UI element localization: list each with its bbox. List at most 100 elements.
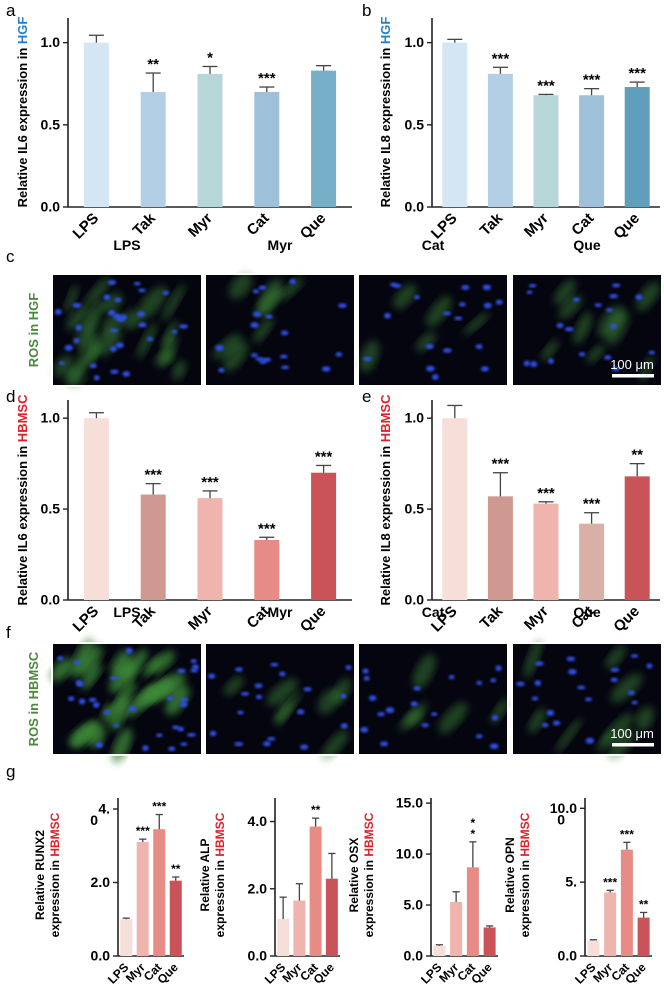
cell-nucleus (180, 697, 188, 703)
cell-nucleus (289, 278, 296, 285)
y-axis-label-prefix: expression in (48, 857, 62, 938)
bar-que (624, 476, 650, 600)
cell-nucleus (125, 647, 133, 654)
cell-nucleus (108, 309, 116, 316)
cell-cytoplasm (81, 663, 102, 690)
cell-cytoplasm (224, 676, 244, 696)
cell-nucleus (258, 285, 267, 290)
significance-label: *** (258, 520, 276, 537)
bar-lps (442, 42, 468, 207)
cell-nucleus (483, 302, 492, 309)
bar-tak (140, 494, 166, 600)
category-label: Que (622, 960, 649, 984)
cell-nucleus (609, 293, 618, 299)
cell-nucleus (480, 366, 489, 372)
cell-cytoplasm (605, 645, 626, 669)
cell-nucleus (142, 745, 149, 752)
cell-nucleus (93, 375, 100, 381)
micrograph-column-label: Myr (268, 604, 293, 620)
bar-lps (120, 919, 133, 956)
category-label: Que (468, 960, 495, 984)
cell-nucleus (552, 720, 561, 726)
y-axis-label-line2: expression in HBMSC (48, 812, 62, 937)
category-label: Tak (130, 209, 160, 239)
cell-nucleus (110, 369, 119, 374)
category-label: LPS (70, 210, 103, 243)
cell-nucleus (254, 683, 263, 689)
significance-label: *** (136, 824, 150, 838)
y-tick-label: 5. (565, 874, 577, 890)
micrograph-panel-cat (357, 273, 509, 387)
cell-nucleus (454, 316, 463, 321)
category-label: Cat (244, 210, 273, 239)
y-axis-label-cell-type: HGF (378, 17, 393, 45)
cell-nucleus (146, 336, 154, 342)
significance-label: *** (583, 496, 601, 513)
cell-nucleus (535, 661, 544, 666)
category-label: Myr (185, 210, 216, 241)
cell-cytoplasm (359, 340, 380, 373)
y-tick-label: 0.0 (405, 199, 425, 215)
cell-nucleus (110, 676, 119, 681)
cell-nucleus (191, 664, 199, 670)
micrograph-column-label: Que (573, 604, 600, 620)
panel-letter-b: b (362, 1, 371, 20)
cell-nucleus (73, 338, 80, 344)
significance-label: ** (147, 56, 159, 73)
cell-cytoplasm (412, 653, 436, 690)
cell-nucleus (421, 723, 429, 728)
bar-que (637, 917, 650, 956)
cell-cytoplasm (540, 340, 559, 361)
cell-cytoplasm (165, 684, 190, 716)
cell-nucleus (74, 660, 81, 666)
cell-cytoplasm (524, 639, 542, 679)
bar-myr (533, 503, 559, 600)
cell-nucleus (631, 700, 638, 705)
cell-nucleus (179, 324, 188, 329)
micrograph-border (204, 642, 356, 756)
y-tick-label: 0.5 (405, 116, 425, 132)
cell-nucleus (442, 311, 452, 316)
micrograph-border (511, 273, 663, 387)
bar-cat (309, 826, 322, 956)
cell-cytoplasm (158, 672, 185, 698)
cell-cytoplasm (69, 638, 94, 678)
cell-nucleus (475, 344, 483, 350)
cell-cytoplasm (109, 696, 129, 731)
cell-cytoplasm (149, 650, 175, 675)
cell-nucleus (384, 312, 391, 319)
cell-nucleus (380, 741, 389, 747)
bar-lps (277, 919, 290, 956)
bar-cat (579, 523, 605, 600)
bar-myr (197, 498, 223, 600)
cell-cytoplasm (586, 344, 605, 363)
cell-nucleus (459, 302, 466, 307)
cell-cytoplasm (404, 708, 424, 727)
cell-nucleus (534, 680, 542, 686)
cell-nucleus (612, 283, 621, 288)
cell-cytoplasm (555, 718, 582, 753)
y-axis-label: Relative IL8 expression in HGF (378, 17, 393, 208)
category-label: Que (311, 960, 338, 984)
chart-hgf-il6: 0.0 0.5 1.0 LPS ** Tak * Myr *** Cat Que Relative I… (15, 17, 352, 243)
bar-que (325, 878, 338, 956)
cell-nucleus (156, 733, 163, 738)
cell-nucleus (431, 374, 439, 380)
y-tick-label: 0.5 (41, 116, 61, 132)
y-axis-label-prefix: Relative IL8 expression in (378, 44, 393, 207)
y-axis-label-line1: Relative ALP (198, 839, 212, 912)
cell-nucleus (235, 667, 243, 672)
cell-cytoplasm (136, 322, 157, 359)
significance-label: *** (492, 456, 510, 473)
cell-nucleus (280, 330, 289, 336)
y-axis-label-line1: Relative RUNX2 (33, 830, 47, 920)
y-tick-label: 0.0 (405, 592, 425, 608)
cell-nucleus (541, 722, 549, 728)
cell-nucleus (442, 348, 452, 353)
cell-nucleus (109, 328, 119, 333)
y-axis-label-cell-type: HBMSC (15, 394, 30, 442)
micrograph-panel-lps (50, 638, 203, 763)
bar-myr (450, 901, 463, 956)
significance-label: *** (201, 474, 219, 491)
